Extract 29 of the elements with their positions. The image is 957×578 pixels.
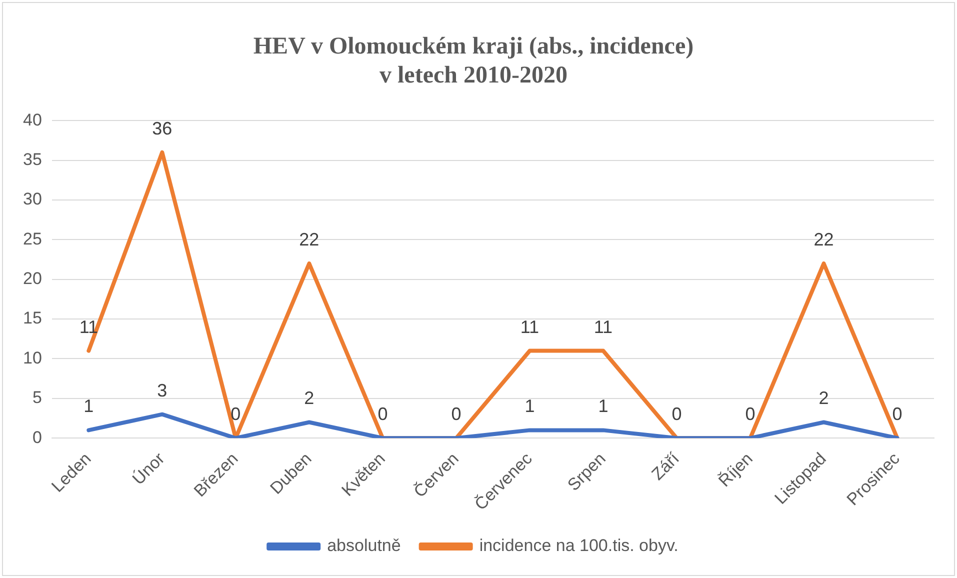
data-label: 22 xyxy=(299,229,320,250)
data-label: 0 xyxy=(672,404,682,424)
data-label: 0 xyxy=(451,404,462,424)
y-tick-label: 5 xyxy=(32,388,42,408)
data-label: 3 xyxy=(157,380,168,400)
y-tick-label: 30 xyxy=(22,190,42,209)
data-label: 36 xyxy=(152,118,172,138)
data-label: 2 xyxy=(304,388,314,408)
chart-title: HEV v Olomouckém kraji (abs., incidence) v letech 2010-2020 xyxy=(253,34,694,88)
y-tick-label: 20 xyxy=(22,269,42,288)
y-tick-label: 10 xyxy=(22,348,42,368)
legend-label: incidence na 100.tis. obyv. xyxy=(479,536,678,556)
y-tick-label: 25 xyxy=(22,229,42,248)
data-label: 11 xyxy=(520,316,540,337)
data-label: 1 xyxy=(598,396,608,416)
y-tick-label: 40 xyxy=(22,110,42,130)
data-label: 0 xyxy=(230,404,241,424)
data-label: 11 xyxy=(594,316,613,337)
data-label: 2 xyxy=(818,388,829,408)
data-label: 22 xyxy=(814,229,834,250)
data-label: 0 xyxy=(378,404,388,424)
data-label: 0 xyxy=(892,404,902,424)
y-tick-label: 35 xyxy=(22,150,42,169)
legend-label: absolutně xyxy=(327,536,401,556)
y-tick-label: 15 xyxy=(22,308,42,328)
data-label: 0 xyxy=(745,404,756,424)
y-tick-label: 0 xyxy=(32,428,42,447)
data-label: 1 xyxy=(84,396,94,416)
data-label: 1 xyxy=(524,396,535,416)
